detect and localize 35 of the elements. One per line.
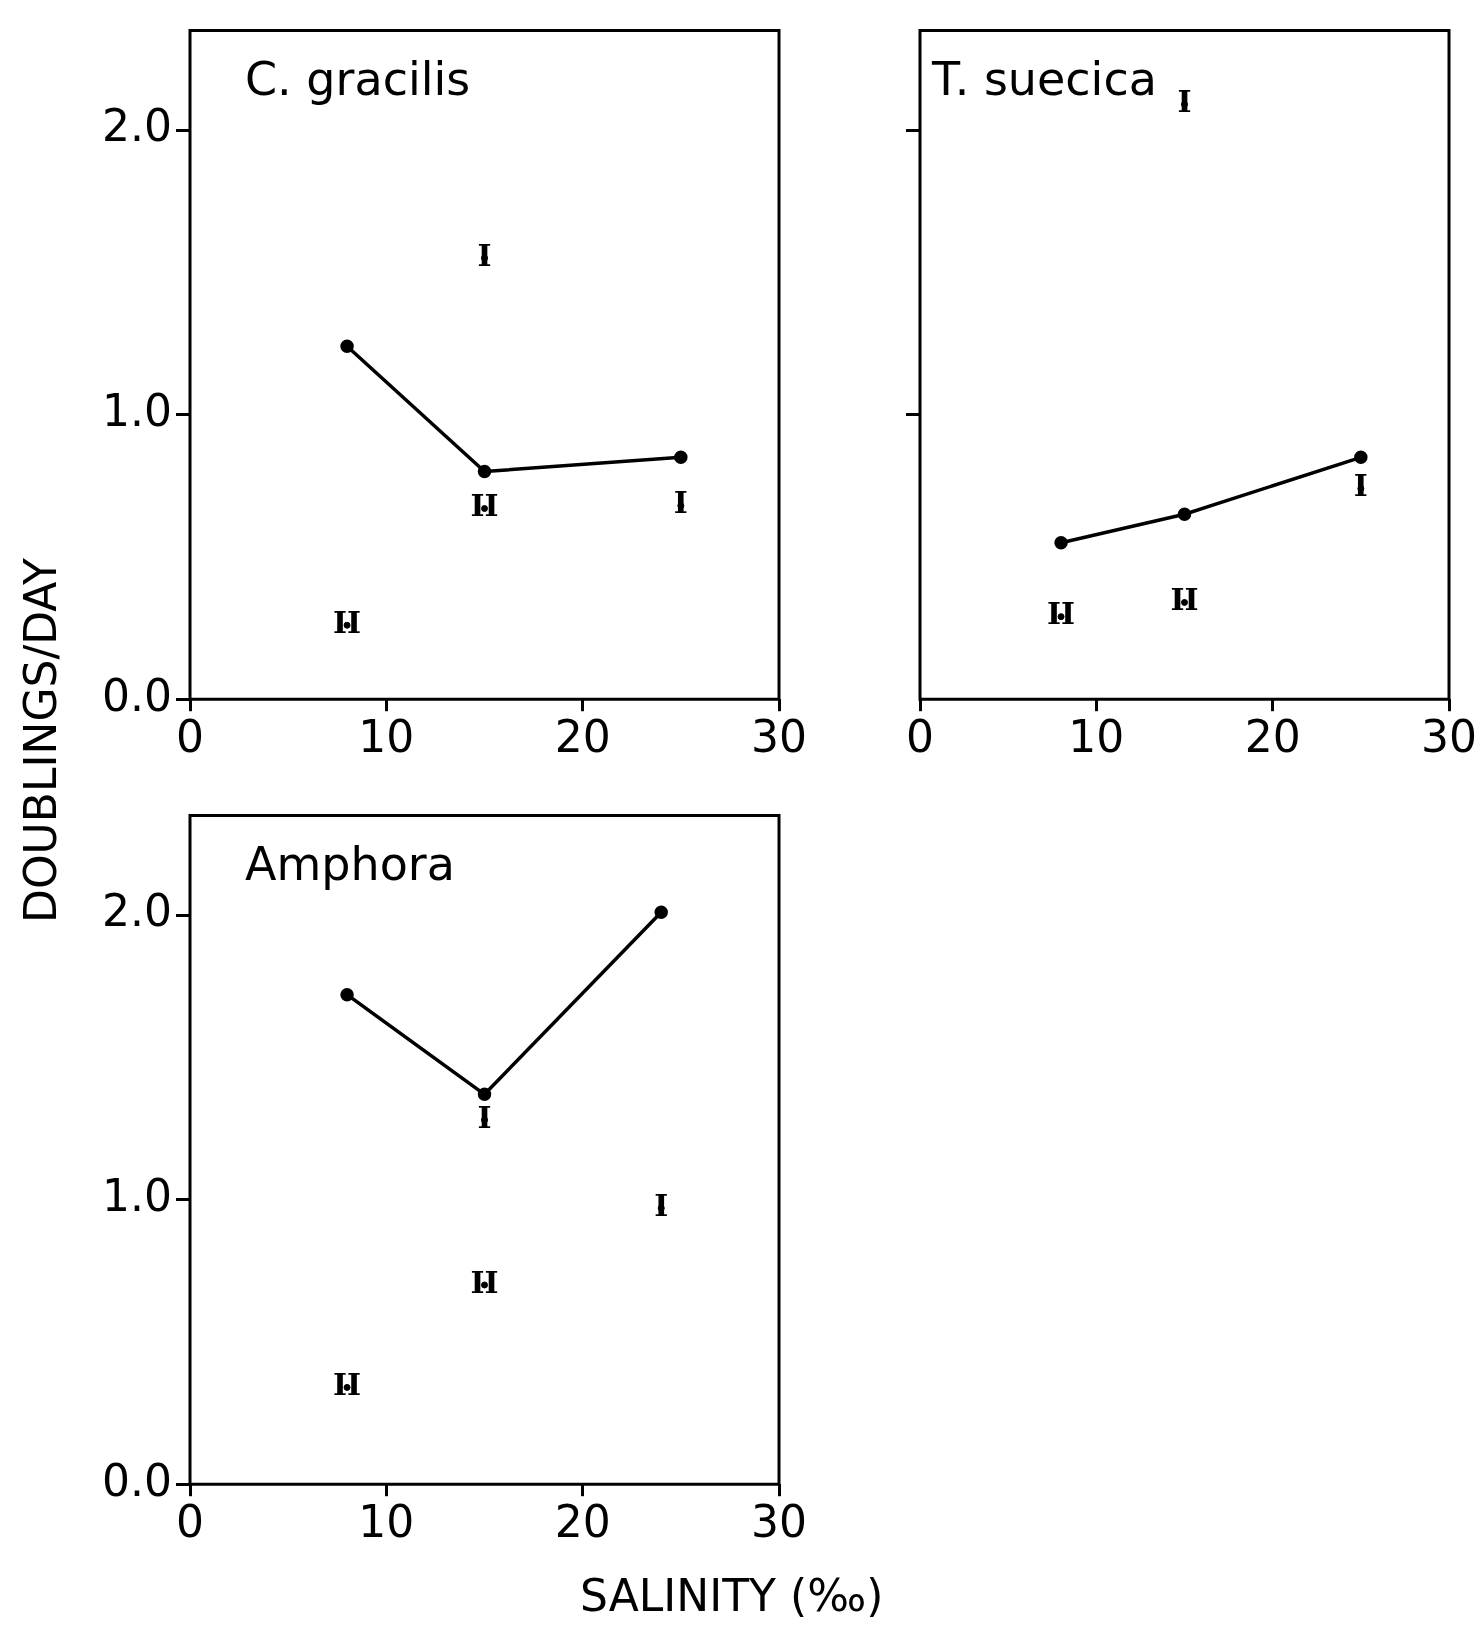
x-tick-label: 0 bbox=[906, 711, 934, 763]
x-axis-title: SALINITY (‰) bbox=[580, 1570, 884, 1621]
x-tick-label: 20 bbox=[554, 1496, 611, 1548]
point bbox=[1054, 535, 1068, 550]
y-axis-title: DOUBLINGS/DAY bbox=[14, 557, 66, 925]
text: T. suecica bbox=[931, 52, 1157, 107]
text: II bbox=[470, 1264, 499, 1300]
x-tick-label: 20 bbox=[554, 711, 611, 763]
y-tick-label: 0.0 bbox=[102, 669, 172, 721]
x-tick-label: 10 bbox=[358, 1496, 415, 1548]
text: II bbox=[1170, 582, 1199, 618]
series-label: II bbox=[333, 605, 362, 640]
point bbox=[1354, 450, 1368, 465]
point bbox=[340, 987, 354, 1002]
text: Amphora bbox=[245, 837, 455, 892]
point bbox=[654, 905, 668, 919]
series-label: II bbox=[1047, 596, 1076, 632]
y-tick-label: 0.0 bbox=[102, 1454, 172, 1506]
x-tick-label: 10 bbox=[358, 711, 415, 763]
point bbox=[1177, 507, 1192, 521]
text: II bbox=[470, 488, 499, 524]
y-tick-label: 2.0 bbox=[102, 100, 172, 152]
text: C. gracilis bbox=[245, 52, 471, 107]
point bbox=[477, 1087, 492, 1102]
x-tick-label: 30 bbox=[751, 711, 808, 763]
series-label: II bbox=[333, 1367, 362, 1403]
x-tick-label: 30 bbox=[1421, 711, 1478, 763]
y-tick-label: 1.0 bbox=[102, 385, 172, 437]
x-tick-label: 0 bbox=[176, 711, 204, 763]
x-tick-label: 30 bbox=[751, 1496, 808, 1548]
x-tick-label: 20 bbox=[1244, 711, 1301, 763]
x-tick-label: 10 bbox=[1068, 711, 1125, 763]
y-tick-label: 2.0 bbox=[102, 885, 172, 937]
x-tick-label: 0 bbox=[176, 1496, 204, 1548]
y-tick-label: 1.0 bbox=[102, 1170, 172, 1222]
